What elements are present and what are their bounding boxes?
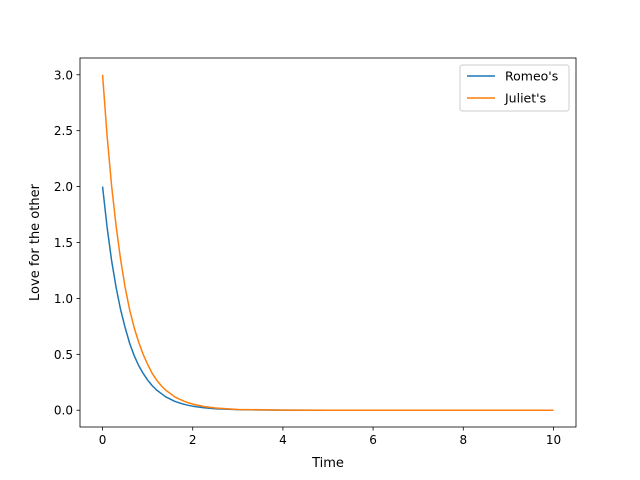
- y-axis-label: Love for the other: [28, 183, 43, 301]
- y-tick-label: 1.5: [54, 236, 73, 250]
- x-tick-label: 10: [546, 433, 561, 447]
- legend: Romeo's Juliet's: [459, 64, 570, 112]
- series-layer: [101, 74, 554, 411]
- x-axis-label: Time: [311, 456, 344, 471]
- series-line-1: [101, 74, 554, 411]
- legend-label-1: Juliet's: [504, 91, 546, 106]
- plot-area: [80, 58, 576, 427]
- y-tick-label: 2.0: [54, 180, 73, 194]
- y-tick-label: 3.0: [54, 68, 73, 82]
- x-tick-label: 0: [99, 433, 107, 447]
- legend-label-0: Romeo's: [505, 69, 558, 84]
- y-tick-label: 0.0: [54, 404, 73, 418]
- y-tick-label: 2.5: [54, 124, 73, 138]
- x-tick-label: 2: [189, 433, 197, 447]
- x-tick-label: 8: [459, 433, 467, 447]
- x-tick-label: 6: [369, 433, 377, 447]
- x-tick-label: 4: [279, 433, 287, 447]
- axes-layer: 0 2 4 6 8 10 0.0 0.5 1.0 1.5 2.0 2.5 3.0: [54, 57, 577, 447]
- y-tick-label: 1.0: [54, 292, 73, 306]
- y-tick-label: 0.5: [54, 348, 73, 362]
